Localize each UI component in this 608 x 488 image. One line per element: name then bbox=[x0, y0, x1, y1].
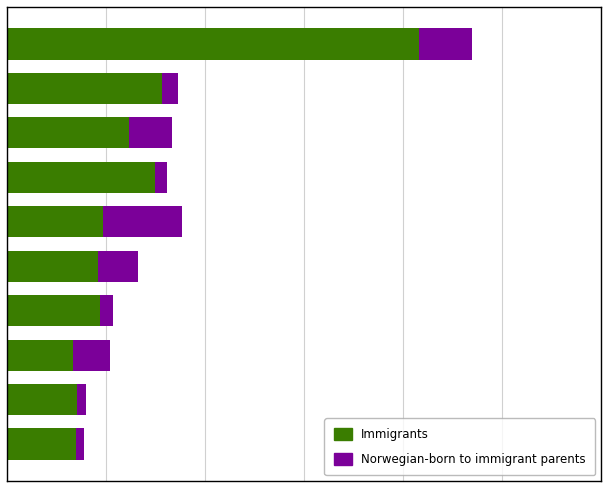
Bar bbox=[7, 384, 77, 415]
Bar bbox=[7, 28, 419, 60]
Bar bbox=[7, 428, 76, 460]
Bar bbox=[129, 117, 171, 148]
Bar bbox=[7, 206, 103, 237]
Bar bbox=[103, 206, 182, 237]
Bar bbox=[419, 28, 472, 60]
Bar bbox=[7, 295, 100, 326]
Bar bbox=[76, 428, 84, 460]
Bar bbox=[7, 162, 156, 193]
Bar bbox=[73, 340, 111, 371]
Bar bbox=[162, 73, 178, 104]
Legend: Immigrants, Norwegian-born to immigrant parents: Immigrants, Norwegian-born to immigrant … bbox=[325, 418, 595, 475]
Bar bbox=[7, 251, 98, 282]
Bar bbox=[7, 117, 129, 148]
Bar bbox=[156, 162, 167, 193]
Bar bbox=[7, 73, 162, 104]
Bar bbox=[98, 251, 138, 282]
Bar bbox=[7, 340, 73, 371]
Bar bbox=[77, 384, 86, 415]
Bar bbox=[100, 295, 113, 326]
